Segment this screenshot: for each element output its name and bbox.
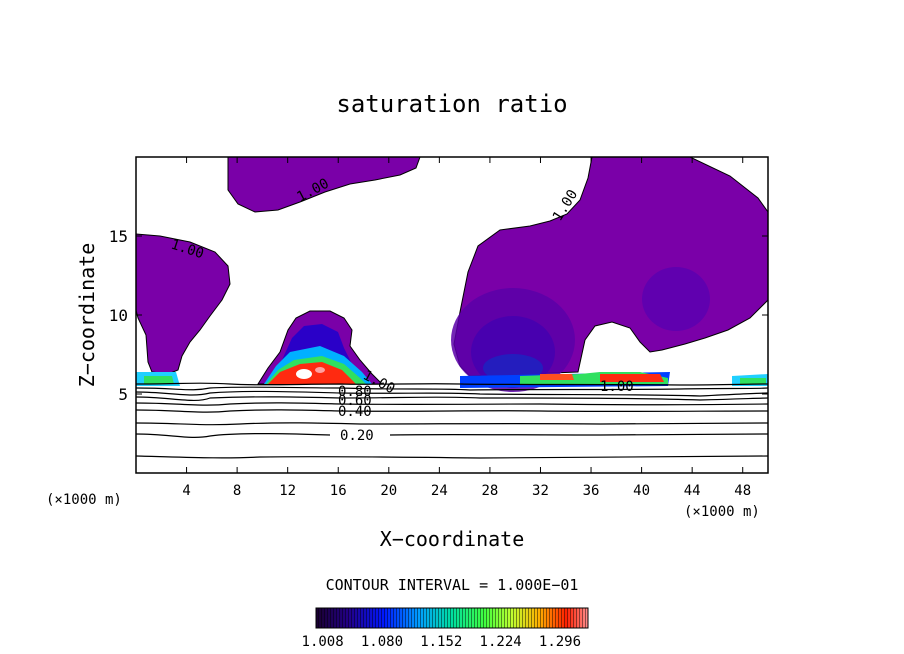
contour-line <box>136 390 768 397</box>
field-core-x40 <box>642 267 710 331</box>
y-tick-label: 10 <box>109 306 128 325</box>
contour-label: 0.60 <box>338 393 372 409</box>
saturation-field <box>136 157 768 392</box>
field-top-blob <box>227 157 421 213</box>
colorbar-tick-label: 1.008 <box>302 634 344 650</box>
x-tick-label: 48 <box>734 483 751 499</box>
contour-line <box>136 433 768 438</box>
contour-label: 0.80 <box>338 384 372 400</box>
x-tick-label: 40 <box>633 483 650 499</box>
field-mid-tower-max <box>296 369 312 379</box>
x-unit-right: (×1000 m) <box>684 504 760 520</box>
x-tick-label: 36 <box>583 483 600 499</box>
x-tick-label: 4 <box>182 483 190 499</box>
colorbar-tick-label: 1.224 <box>480 634 522 650</box>
x-tick-label: 16 <box>330 483 347 499</box>
colorbar-frame <box>315 607 589 629</box>
x-tick-label: 24 <box>431 483 448 499</box>
x-unit-left: (×1000 m) <box>46 492 122 508</box>
contour-line <box>136 382 768 386</box>
x-axis: 4 8 12 16 20 24 28 32 36 40 44 48 <box>182 157 751 499</box>
y-axis-label: Z−coordinate <box>75 243 99 388</box>
x-tick-label: 8 <box>233 483 241 499</box>
colorbar-ticks: 1.008 1.080 1.152 1.224 1.296 <box>302 634 582 650</box>
x-tick-label: 12 <box>279 483 296 499</box>
contour-line <box>136 409 768 413</box>
field-right-base-red <box>600 374 664 382</box>
contour-lines <box>136 382 768 459</box>
colorbar-stripes <box>316 608 588 628</box>
colorbar-tick-label: 1.080 <box>361 634 403 650</box>
y-axis: 5 10 15 <box>109 227 768 404</box>
field-right-base-red2 <box>540 374 574 380</box>
chart-title: saturation ratio <box>336 90 567 118</box>
field-left-base-green <box>144 376 174 384</box>
colorbar-tick-label: 1.296 <box>539 634 581 650</box>
field-mid-tower-max2 <box>315 367 325 373</box>
x-tick-label: 20 <box>380 483 397 499</box>
y-tick-label: 5 <box>118 385 128 404</box>
y-tick-label: 15 <box>109 227 128 246</box>
field-left-region <box>136 233 231 375</box>
x-tick-label: 32 <box>532 483 549 499</box>
colorbar-tick-label: 1.152 <box>420 634 462 650</box>
contour-label: 0.20 <box>340 428 374 444</box>
contour-line <box>136 402 768 406</box>
field-far-right-green <box>740 378 766 384</box>
contour-line <box>136 455 768 459</box>
x-tick-label: 28 <box>481 483 498 499</box>
contour-label: 0.40 <box>338 404 372 420</box>
contour-line <box>136 422 768 426</box>
x-tick-label: 44 <box>684 483 701 499</box>
contour-interval: CONTOUR INTERVAL = 1.000E−01 <box>326 576 579 594</box>
x-axis-label: X−coordinate <box>380 527 525 551</box>
colorbar <box>315 607 589 629</box>
contour-label: 1.00 <box>600 379 634 395</box>
contour-line <box>136 386 768 391</box>
contour-line <box>136 396 768 402</box>
field-mid-tower-red <box>268 362 356 384</box>
